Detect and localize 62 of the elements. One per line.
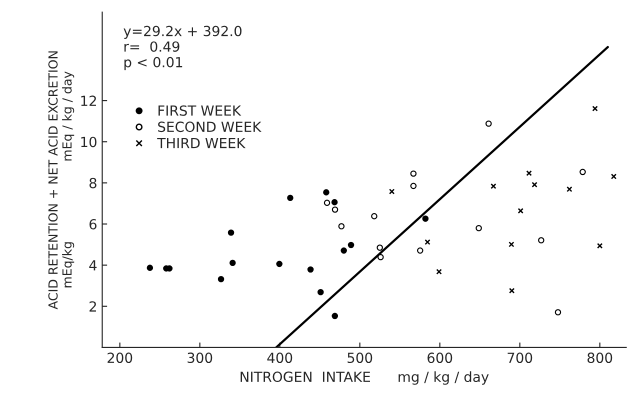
point <box>476 224 482 232</box>
y-tick-label: 10 <box>81 136 96 148</box>
y-axis-title: ACID RETENTION + NET ACID EXCRETION mEq/kg mEq / kg / day <box>48 51 74 310</box>
point <box>422 216 429 222</box>
point <box>436 268 442 275</box>
x-tick-label: 400 <box>267 352 292 364</box>
x-tick-label: 500 <box>348 352 372 364</box>
x-axis-title: NITROGEN INTAKE mg / kg / day <box>240 371 489 385</box>
point <box>377 254 384 260</box>
y-tick-label: 2 <box>90 301 96 312</box>
annotation: p < 0.01 <box>124 56 182 70</box>
y-tick-label: 12 <box>81 96 96 106</box>
point <box>229 260 236 266</box>
point <box>424 239 430 246</box>
point <box>485 120 492 127</box>
point <box>323 189 330 196</box>
y-tick-label: 6 <box>90 218 97 230</box>
point <box>508 288 515 294</box>
legend-label: THIRD WEEK <box>157 138 246 148</box>
x-tick-label: 300 <box>188 352 212 364</box>
legend-label: SECOND WEEK <box>158 122 262 132</box>
point <box>554 309 562 316</box>
point <box>324 200 330 206</box>
point <box>332 312 338 320</box>
point <box>388 188 395 194</box>
x-tick-label: 700 <box>508 352 532 364</box>
annotation: r= 0.49 <box>124 41 180 52</box>
point <box>371 213 378 220</box>
point <box>596 242 603 249</box>
point <box>410 170 417 177</box>
point <box>538 237 544 244</box>
y-tick-label: 4 <box>89 260 97 270</box>
point <box>146 264 154 271</box>
point <box>317 288 324 296</box>
point <box>287 194 294 202</box>
point <box>228 229 234 236</box>
point <box>307 266 314 273</box>
legend-label: FIRST WEEK <box>158 105 242 116</box>
x-tick-label: 200 <box>108 352 132 364</box>
annotation: y=29.2x + 392.0 <box>124 26 242 39</box>
point <box>566 186 572 192</box>
point <box>340 247 347 254</box>
point <box>218 276 224 282</box>
point <box>416 247 424 254</box>
point <box>338 223 345 230</box>
point <box>376 244 383 251</box>
point <box>410 182 417 190</box>
y-tick-label: 8 <box>89 178 96 188</box>
point <box>490 183 496 190</box>
point <box>331 199 338 206</box>
x-tick-label: 800 <box>588 352 612 364</box>
point <box>348 242 354 248</box>
point <box>518 208 524 214</box>
x-tick-label: 600 <box>428 352 452 364</box>
point <box>580 168 586 176</box>
point <box>526 170 532 176</box>
point <box>508 241 514 248</box>
point <box>276 260 283 268</box>
point <box>332 206 338 213</box>
point <box>592 106 598 112</box>
point <box>532 182 538 188</box>
point <box>610 174 617 180</box>
